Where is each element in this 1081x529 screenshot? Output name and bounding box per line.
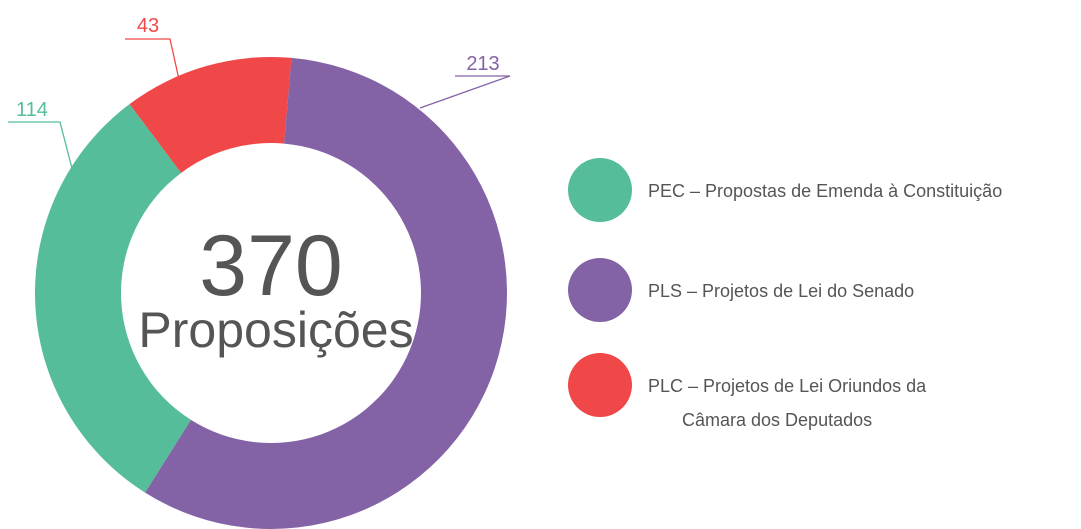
- legend-label: PLS – Projetos de Lei do Senado: [648, 281, 914, 301]
- center-label: Proposições: [138, 302, 413, 358]
- value-label: 114: [16, 99, 48, 121]
- legend-swatch: [568, 353, 632, 417]
- center-total: 370: [199, 218, 343, 314]
- value-label: 43: [137, 15, 159, 37]
- leader-line: [8, 121, 76, 181]
- legend-label: Câmara dos Deputados: [682, 410, 872, 430]
- legend-label: PLC – Projetos de Lei Oriundos da: [648, 376, 927, 396]
- donut-slice: [145, 57, 507, 529]
- legend-label: PEC – Propostas de Emenda à Constituição: [648, 181, 1002, 201]
- value-label: 213: [466, 53, 499, 75]
- leader-line: [419, 75, 511, 109]
- legend: PEC – Propostas de Emenda à Constituição…: [568, 158, 1002, 430]
- donut-slice: [34, 104, 191, 493]
- leader-line: [125, 38, 181, 85]
- donut-slice: [129, 56, 292, 173]
- legend-swatch: [568, 158, 632, 222]
- legend-swatch: [568, 258, 632, 322]
